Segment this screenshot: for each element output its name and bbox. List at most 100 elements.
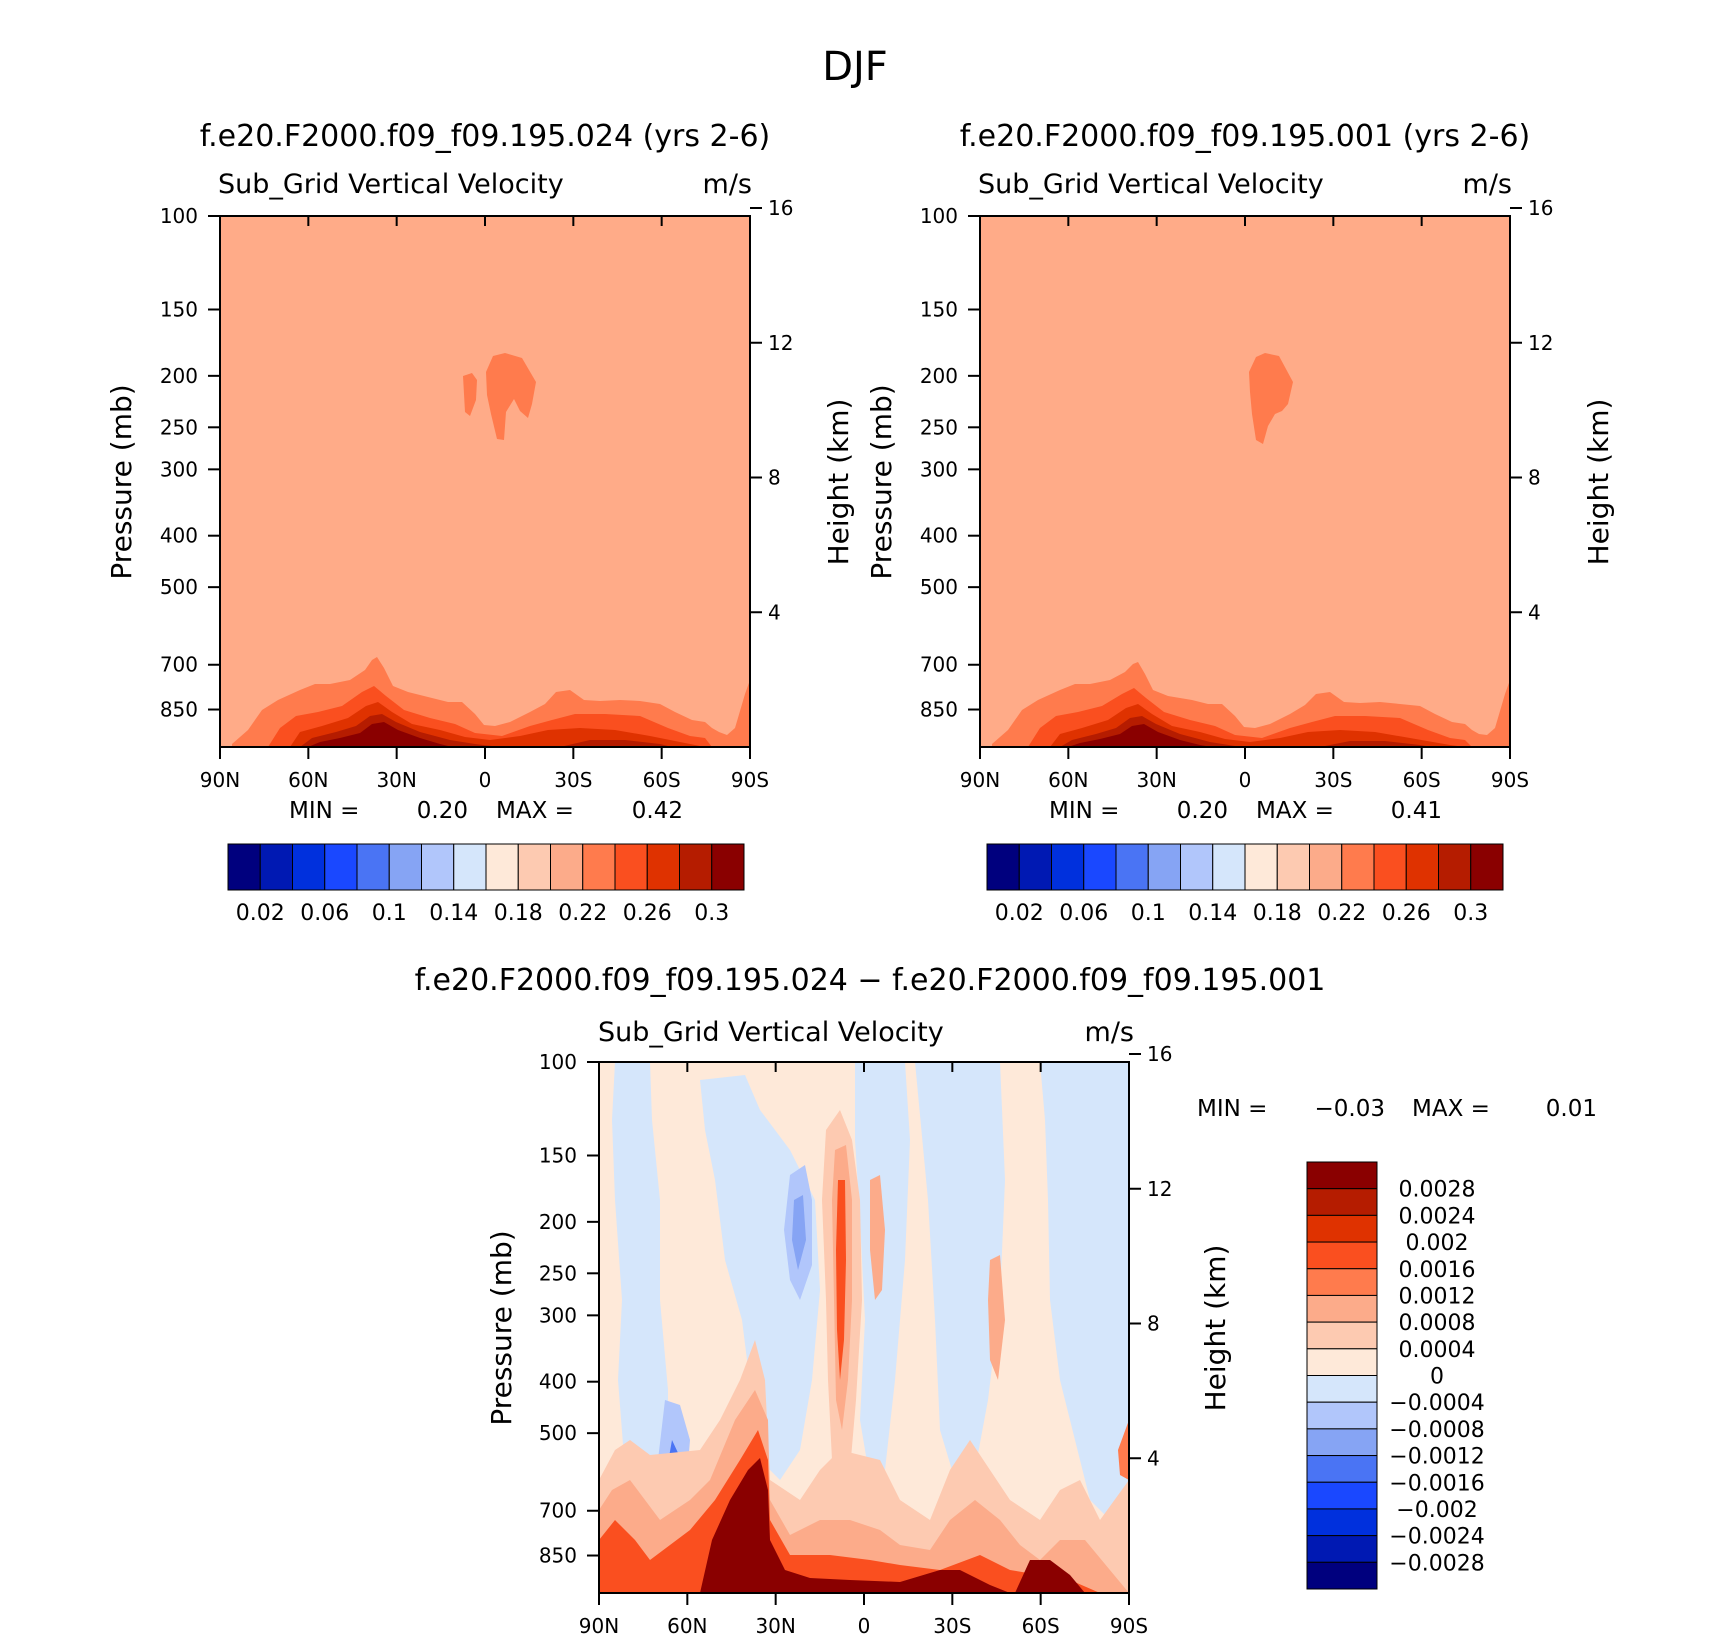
panel-diff-x-ticks: 90N 60N 30N 0 30S 60S 90S: [579, 1062, 1148, 1638]
pd-colorbar-label-8: −0.0004: [1389, 1391, 1484, 1416]
pa-colorbar-swatch-12: [614, 843, 648, 891]
panel-b-y-axis-label: Pressure (mb): [865, 384, 898, 579]
pb-colorbar-swatch-7: [1212, 843, 1246, 891]
panel-diff-contour-neg-band-5: [1040, 1062, 1129, 1520]
pa-y-tick-label-7: 700: [160, 653, 198, 677]
panel-a-variable: Sub_Grid Vertical Velocity: [218, 169, 564, 200]
pb-colorbar-swatch-15: [1470, 843, 1504, 891]
pa-colorbar-label-6: 0.26: [623, 901, 672, 926]
pd-y-tick-label-0: 100: [539, 1050, 577, 1074]
panel-b: f.e20.F2000.f09_f09.195.001 (yrs 2-6) Su…: [865, 119, 1615, 926]
pb-y-tick-label-1: 150: [920, 298, 958, 322]
pd-x-tick-label-4: 30S: [933, 1614, 971, 1638]
pa-colorbar-label-0: 0.02: [236, 901, 285, 926]
pb-colorbar-swatch-6: [1180, 843, 1214, 891]
pb-y-tick-label-3: 250: [920, 415, 958, 439]
pa-y-tick-label-6: 500: [160, 575, 198, 599]
pa-colorbar-swatch-8: [485, 843, 519, 891]
pb-colorbar-swatch-11: [1341, 843, 1375, 891]
pa-x-tick-label-5: 60S: [643, 768, 681, 792]
pa-y2-tick-label-0: 16: [768, 196, 793, 220]
pb-y2-tick-label-1: 12: [1528, 331, 1553, 355]
pa-colorbar-label-2: 0.1: [372, 901, 407, 926]
panel-a-plot-area: [219, 215, 751, 748]
panel-a: f.e20.F2000.f09_f09.195.024 (yrs 2-6) Su…: [105, 119, 855, 926]
pa-colorbar-swatch-11: [582, 843, 616, 891]
pd-colorbar-label-3: 0.0016: [1399, 1258, 1476, 1283]
panel-b-y2-ticks: 16 12 8 4: [1510, 196, 1553, 624]
pd-colorbar-label-10: −0.0012: [1389, 1445, 1484, 1470]
panel-b-y-ticks: 100 150 200 250 300 400 500 700 850: [920, 204, 980, 722]
panel-b-title: f.e20.F2000.f09_f09.195.001 (yrs 2-6): [960, 119, 1530, 154]
pd-y-tick-label-3: 250: [539, 1261, 577, 1285]
pd-x-tick-label-5: 60S: [1022, 1614, 1060, 1638]
panel-diff-contour-neg-band-4: [915, 1062, 1005, 1480]
pa-y2-tick-label-1: 12: [768, 331, 793, 355]
pa-x-tick-label-2: 30N: [376, 768, 416, 792]
pa-x-tick-label-6: 90S: [731, 768, 769, 792]
panel-a-y2-axis-label: Height (km): [822, 399, 855, 566]
pd-colorbar-label-12: −0.002: [1396, 1498, 1477, 1523]
panel-diff-contour-bl-5: [1015, 1560, 1085, 1593]
panel-a-y-ticks: 100 150 200 250 300 400 500 700 850: [160, 204, 220, 722]
panel-diff-y-axis-label: Pressure (mb): [485, 1230, 518, 1425]
pd-x-tick-label-0: 90N: [579, 1614, 619, 1638]
pd-colorbar-swatch-14: [1306, 1535, 1378, 1563]
pa-y-tick-label-4: 300: [160, 457, 198, 481]
pd-colorbar-swatch-13: [1306, 1508, 1378, 1537]
pb-x-tick-label-1: 60N: [1048, 768, 1088, 792]
panel-diff-colorbar: [1306, 1161, 1378, 1590]
pd-colorbar-swatch-1: [1306, 1188, 1378, 1216]
pa-colorbar-swatch-15: [711, 843, 745, 891]
panel-a-max-label: MAX =: [496, 798, 574, 824]
pb-y-tick-label-7: 700: [920, 653, 958, 677]
panel-a-contour-upper-2: [463, 373, 477, 416]
panel-diff-min-label: MIN =: [1197, 1096, 1267, 1122]
pd-y-tick-label-8: 850: [539, 1544, 577, 1568]
pd-colorbar-swatch-10: [1306, 1428, 1378, 1457]
pa-colorbar-label-4: 0.18: [494, 901, 543, 926]
pb-colorbar-swatch-1: [1018, 843, 1052, 891]
pa-colorbar-swatch-4: [356, 843, 390, 891]
pb-x-tick-label-3: 0: [1239, 768, 1252, 792]
panel-b-colorbar: [986, 843, 1504, 891]
pd-colorbar-swatch-8: [1306, 1375, 1378, 1403]
pb-colorbar-swatch-5: [1147, 843, 1181, 891]
panel-diff-y2-ticks: 16 12 8 4: [1129, 1042, 1172, 1470]
panel-b-min-label: MIN =: [1049, 798, 1119, 824]
pb-colorbar-label-1: 0.06: [1059, 901, 1108, 926]
panel-a-x-ticks: 90N 60N 30N 0 30S 60S 90S: [200, 216, 769, 792]
panel-diff-contour-pos-streak-5: [988, 1255, 1005, 1380]
pb-colorbar-label-5: 0.22: [1317, 901, 1366, 926]
panel-a-field-background: [220, 216, 750, 747]
panel-diff-contour-pos-streak-3: [836, 1180, 846, 1380]
pd-colorbar-swatch-3: [1306, 1241, 1378, 1270]
panel-b-variable: Sub_Grid Vertical Velocity: [978, 169, 1324, 200]
pa-y-tick-label-5: 400: [160, 524, 198, 548]
pa-colorbar-swatch-3: [324, 843, 358, 891]
pd-colorbar-swatch-15: [1306, 1561, 1378, 1590]
pb-x-tick-label-0: 90N: [960, 768, 1000, 792]
pb-colorbar-label-2: 0.1: [1131, 901, 1166, 926]
pb-x-tick-label-5: 60S: [1403, 768, 1441, 792]
pa-y-tick-label-8: 850: [160, 698, 198, 722]
pd-colorbar-swatch-2: [1306, 1214, 1378, 1243]
pb-y2-tick-label-3: 4: [1528, 600, 1541, 624]
pd-x-tick-label-6: 90S: [1110, 1614, 1148, 1638]
pd-y2-tick-label-1: 12: [1147, 1177, 1172, 1201]
pb-colorbar-label-6: 0.26: [1382, 901, 1431, 926]
panel-diff-variable: Sub_Grid Vertical Velocity: [598, 1017, 944, 1048]
panel-diff-colorbar-labels: 0.00280.00240.0020.00160.00120.00080.000…: [1389, 1178, 1484, 1577]
panel-diff-y2-axis-label: Height (km): [1199, 1245, 1232, 1412]
pa-colorbar-swatch-13: [646, 843, 680, 891]
pa-y2-tick-label-3: 4: [768, 600, 781, 624]
pa-x-tick-label-1: 60N: [288, 768, 328, 792]
pa-colorbar-swatch-14: [679, 843, 713, 891]
pb-y-tick-label-5: 400: [920, 524, 958, 548]
pd-colorbar-swatch-7: [1306, 1348, 1378, 1376]
pd-colorbar-swatch-12: [1306, 1481, 1378, 1510]
pd-colorbar-label-7: 0: [1430, 1365, 1444, 1390]
pd-colorbar-swatch-9: [1306, 1401, 1378, 1430]
pa-colorbar-swatch-0: [227, 843, 261, 891]
pa-colorbar-swatch-6: [421, 843, 455, 891]
